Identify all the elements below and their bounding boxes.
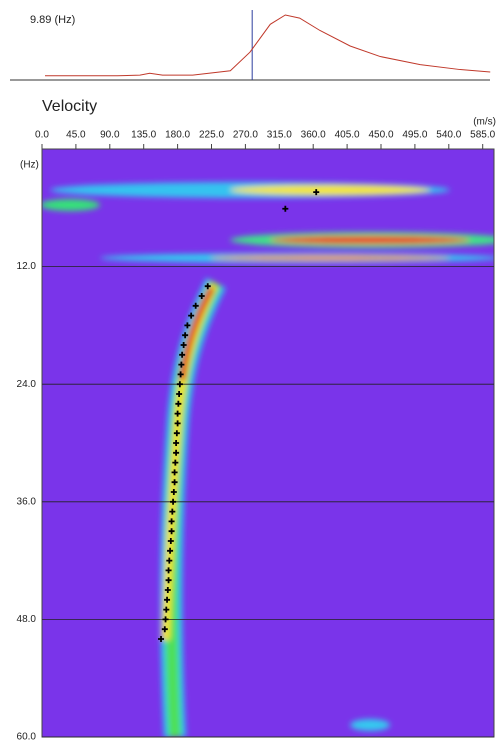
x-tick-label: 135.0 bbox=[131, 130, 156, 141]
x-tick-label: 0.0 bbox=[35, 130, 49, 141]
pick-point bbox=[164, 587, 171, 593]
pick-point bbox=[184, 322, 191, 329]
y-tick-label: 48.0 bbox=[17, 614, 37, 625]
heatmap bbox=[42, 149, 494, 737]
pick-point bbox=[162, 616, 169, 623]
pick-point bbox=[180, 342, 187, 348]
x-tick-label: 495.0 bbox=[402, 130, 427, 141]
pick-point bbox=[173, 449, 180, 456]
pick-point bbox=[172, 459, 179, 466]
pick-point bbox=[198, 293, 205, 299]
pick-point bbox=[170, 489, 177, 495]
pick-point bbox=[176, 381, 183, 388]
pick-point bbox=[188, 312, 195, 319]
pick-point bbox=[176, 391, 183, 397]
pick-point bbox=[192, 302, 199, 309]
spectrum-label: 9.89 (Hz) bbox=[30, 14, 75, 26]
y-tick-label: 60.0 bbox=[17, 732, 37, 742]
x-unit: (m/s) bbox=[473, 117, 496, 128]
pick-point bbox=[177, 371, 184, 378]
x-tick-label: 405.0 bbox=[335, 130, 360, 141]
x-tick-label: 45.0 bbox=[66, 130, 86, 141]
pick-point bbox=[182, 332, 189, 339]
pick-point bbox=[173, 430, 180, 437]
pick-point bbox=[161, 626, 168, 633]
pick-point bbox=[178, 361, 185, 368]
pick-point bbox=[175, 400, 182, 407]
pick-point bbox=[167, 547, 174, 554]
spectrum-line bbox=[45, 14, 491, 77]
pick-point bbox=[168, 518, 175, 525]
x-tick-label: 450.0 bbox=[368, 130, 393, 141]
pick-point bbox=[282, 205, 289, 212]
pick-point bbox=[173, 440, 180, 446]
x-tick-label: 270.0 bbox=[233, 130, 258, 141]
x-tick-label: 315.0 bbox=[267, 130, 292, 141]
pick-point bbox=[174, 420, 181, 427]
pick-point bbox=[179, 351, 186, 358]
y-tick-label: 36.0 bbox=[17, 496, 37, 507]
pick-point bbox=[158, 636, 165, 642]
pick-point bbox=[170, 498, 177, 505]
x-tick-label: 540.0 bbox=[436, 130, 461, 141]
x-tick-label: 360.0 bbox=[301, 130, 326, 141]
y-unit: (Hz) bbox=[20, 160, 39, 171]
x-tick-label: 585.0 bbox=[470, 130, 495, 141]
x-tick-label: 90.0 bbox=[100, 130, 120, 141]
pick-point bbox=[165, 567, 172, 574]
pick-point bbox=[168, 528, 175, 535]
pick-point bbox=[167, 538, 174, 544]
x-tick-label: 225.0 bbox=[199, 130, 224, 141]
chart-title: Velocity bbox=[42, 98, 97, 115]
y-tick-label: 24.0 bbox=[17, 379, 37, 390]
pick-point bbox=[166, 557, 173, 564]
pick-point bbox=[204, 283, 211, 290]
pick-point bbox=[169, 508, 176, 515]
pick-point bbox=[171, 469, 178, 476]
x-tick-label: 180.0 bbox=[165, 130, 190, 141]
pick-point bbox=[313, 189, 320, 196]
pick-point bbox=[163, 606, 170, 613]
y-tick-label: 12.0 bbox=[17, 261, 37, 272]
pick-point bbox=[165, 577, 172, 584]
pick-point bbox=[174, 410, 181, 417]
pick-point bbox=[164, 596, 171, 603]
pick-point bbox=[171, 479, 178, 486]
